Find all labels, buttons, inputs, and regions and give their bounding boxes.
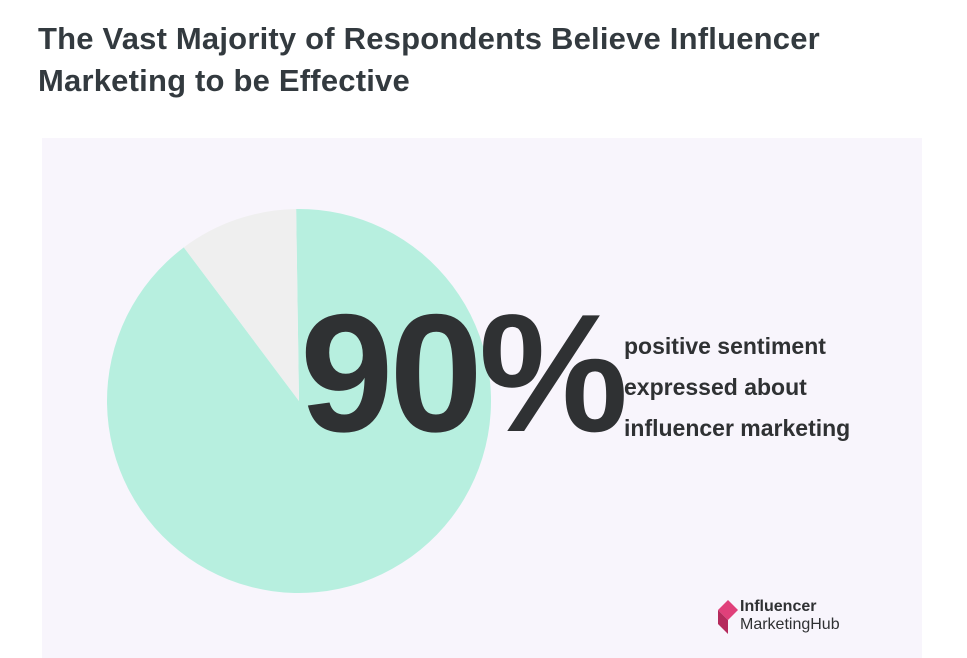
influencer-marketing-hub-logo: Influencer MarketingHub	[718, 598, 898, 638]
logo-text-marketinghub: MarketingHub	[740, 616, 840, 633]
chart-title: The Vast Majority of Respondents Believe…	[38, 18, 938, 102]
chart-title-line-1: The Vast Majority of Respondents Believe…	[38, 21, 820, 56]
logo-text-influencer: Influencer	[740, 598, 817, 615]
pie-slice-1	[183, 209, 299, 401]
chart-title-line-2: Marketing to be Effective	[38, 63, 410, 98]
pie-slice-0	[106, 209, 491, 593]
chart-description: positive sentiment expressed about influ…	[624, 326, 850, 449]
logo-diamond-icon	[718, 600, 738, 634]
description-line-1: positive sentiment	[624, 333, 826, 359]
description-line-2: expressed about	[624, 374, 807, 400]
pie-chart	[106, 209, 491, 593]
highlight-percentage: 90%	[300, 279, 628, 467]
chart-panel: 90% positive sentiment expressed about i…	[42, 138, 922, 658]
description-line-3: influencer marketing	[624, 415, 851, 441]
